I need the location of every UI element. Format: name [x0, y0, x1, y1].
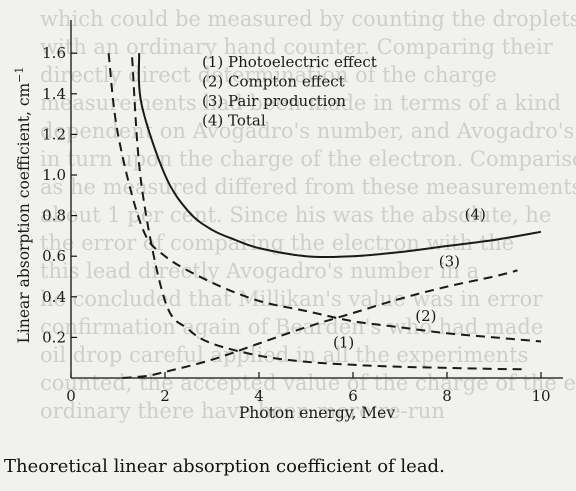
series-line-2	[107, 53, 542, 343]
svg-text:this lead directly Avogadro's: this lead directly Avogadro's number in …	[40, 259, 479, 283]
x-tick-label: 6	[348, 387, 358, 405]
x-tick-label: 2	[160, 387, 170, 405]
svg-text:counted, the accepted value of: counted, the accepted value of the charg…	[40, 371, 576, 395]
series-line-4	[137, 53, 542, 258]
svg-text:confirmation again of Bearden': confirmation again of Bearden's who had …	[40, 315, 543, 339]
curve-label: (1)	[333, 334, 354, 352]
page-bleed-through-text: which could be measured by counting the …	[40, 7, 576, 423]
y-tick-label: 1.0	[42, 166, 66, 184]
legend-entry: (2) Compton effect	[202, 73, 345, 91]
axes	[70, 20, 563, 379]
curve-label: (4)	[465, 206, 486, 224]
x-axis-title: Photon energy, Mev	[239, 404, 395, 422]
y-axis-title-unit-exponent: −1	[13, 67, 26, 83]
legend-entry: (3) Pair production	[202, 92, 346, 110]
svg-text:measurements had been made in: measurements had been made in terms of a…	[40, 91, 561, 115]
x-ticks: 0 2 4 6 8 10	[66, 372, 551, 405]
x-tick-label: 8	[442, 387, 452, 405]
y-tick-label: 0.6	[42, 247, 66, 265]
svg-text:he concluded that Millikan's v: he concluded that Millikan's value was i…	[40, 287, 543, 311]
svg-text:which could be measured by cou: which could be measured by counting the …	[40, 7, 576, 31]
svg-text:oil drop careful applied in al: oil drop careful applied in all the expe…	[40, 343, 528, 367]
y-ticks: 0.2 0.4 0.6 0.8 1.0 1.2 1.4 1.6	[42, 44, 77, 346]
y-tick-label: 1.2	[42, 125, 66, 143]
svg-text:dependent on Avogadro's number: dependent on Avogadro's number, and Avog…	[40, 119, 574, 143]
figure-caption: Theoretical linear absorption coefficien…	[4, 456, 445, 477]
y-tick-label: 1.6	[42, 44, 66, 62]
series	[107, 53, 542, 379]
series-line-1	[131, 57, 523, 371]
x-tick-label: 10	[531, 387, 550, 405]
svg-text:in turn upon the charge of the: in turn upon the charge of the electron.…	[40, 147, 576, 171]
legend-entry: (4) Total	[202, 112, 266, 130]
legend-entry: (1) Photoelectric effect	[202, 53, 377, 71]
svg-text:as he measured differed from t: as he measured differed from these measu…	[40, 175, 576, 199]
series-line-3	[122, 269, 518, 379]
curve-label: (2)	[415, 307, 436, 325]
curve-labels: (1) (2) (3) (4)	[333, 206, 486, 352]
svg-text:with an ordinary hand counter.: with an ordinary hand counter. Comparing…	[40, 35, 554, 59]
y-tick-label: 0.8	[42, 207, 66, 225]
legend: (1) Photoelectric effect (2) Compton effe…	[202, 53, 377, 130]
x-tick-label: 0	[66, 387, 76, 405]
svg-text:about 1 per cent. Since his wa: about 1 per cent. Since his was the abso…	[40, 203, 551, 227]
y-tick-label: 1.4	[42, 85, 66, 103]
curve-label: (3)	[439, 252, 460, 270]
x-tick-label: 4	[254, 387, 264, 405]
svg-text:directly direct determination: directly direct determination of the cha…	[40, 63, 497, 87]
svg-text:ordinary there have been more: ordinary there have been more re-run	[40, 399, 445, 423]
y-axis-title-text: Linear absorption coefficient, cm	[15, 83, 33, 344]
y-tick-label: 0.4	[42, 288, 66, 306]
y-axis-title: Linear absorption coefficient, cm−1	[13, 67, 33, 344]
y-tick-label: 0.2	[42, 328, 66, 346]
